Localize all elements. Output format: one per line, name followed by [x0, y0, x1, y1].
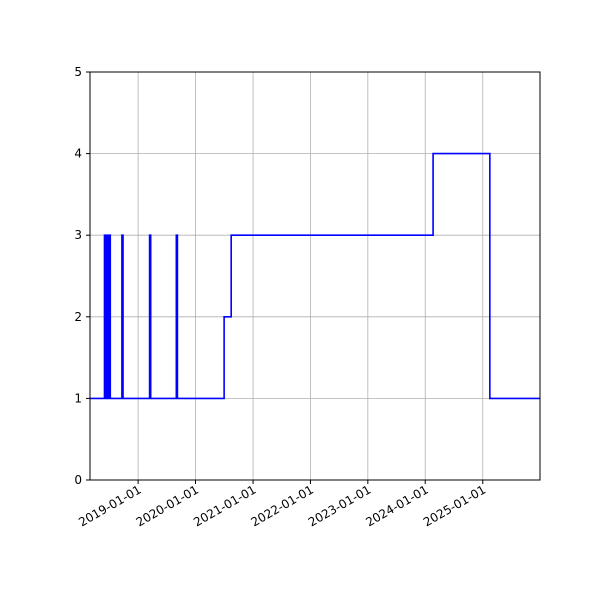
x-tick-label: 2023-01-01: [306, 482, 373, 529]
y-tick-label: 2: [74, 310, 82, 324]
y-axis: 0 1 2 3 4 5: [74, 65, 90, 487]
y-tick-label: 3: [74, 228, 82, 242]
x-tick-label: 2025-01-01: [421, 482, 488, 529]
x-tick-label: 2022-01-01: [249, 482, 316, 529]
x-tick-label: 2024-01-01: [363, 482, 430, 529]
series-layer: [90, 152, 540, 400]
x-tick-label: 2020-01-01: [134, 482, 201, 529]
y-tick-label: 4: [74, 147, 82, 161]
x-axis: 2019-01-012020-01-012021-01-012022-01-01…: [76, 480, 488, 529]
plot-frame: [89, 71, 541, 481]
y-tick-label: 5: [74, 65, 82, 79]
grid-lines: [90, 71, 540, 481]
series-line: [90, 152, 540, 400]
y-tick-label: 1: [74, 391, 82, 405]
x-tick-label: 2021-01-01: [191, 482, 258, 529]
x-tick-label: 2019-01-01: [76, 482, 143, 529]
y-tick-label: 0: [74, 473, 82, 487]
